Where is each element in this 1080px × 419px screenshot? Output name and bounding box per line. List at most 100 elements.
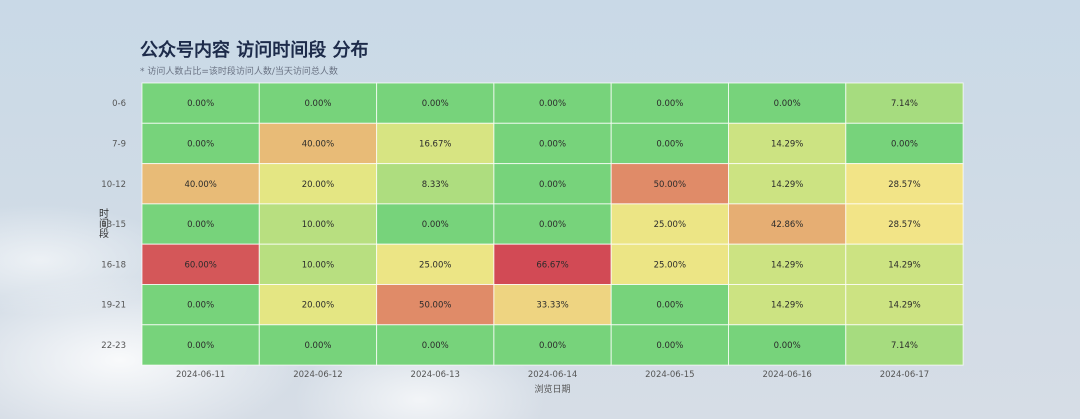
cell-label: 14.29%: [888, 301, 920, 311]
heatmap-cell[interactable]: [493, 324, 612, 366]
cell-label: 0.00%: [539, 220, 566, 230]
cell-label: 0.00%: [539, 99, 566, 109]
heatmap-cell[interactable]: [493, 82, 612, 124]
heatmap-cell[interactable]: [258, 284, 378, 326]
cell-label: 14.29%: [888, 260, 920, 270]
x-tick-label: 2024-06-11: [176, 370, 225, 380]
heatmap-cell[interactable]: [493, 284, 612, 326]
y-tick-label: 19-21: [101, 301, 126, 311]
heatmap-cell[interactable]: [141, 203, 260, 245]
cell-label: 0.00%: [539, 139, 566, 149]
y-tick-label: 10-12: [101, 180, 126, 190]
heatmap-cell[interactable]: [376, 203, 495, 245]
heatmap-cell[interactable]: [610, 203, 730, 245]
cell-label: 14.29%: [771, 301, 803, 311]
cell-label: 14.29%: [771, 260, 803, 270]
heatmap-cell[interactable]: [493, 122, 612, 165]
cell-label: 0.00%: [656, 99, 683, 109]
heatmap-cell[interactable]: [258, 324, 378, 366]
cell-label: 10.00%: [302, 260, 334, 270]
heatmap-cell[interactable]: [728, 82, 847, 124]
y-tick-label: 22-23: [101, 341, 126, 351]
heatmap-cell[interactable]: [845, 284, 964, 326]
y-tick-label: 0-6: [112, 99, 126, 109]
y-axis-label: 时间段: [99, 209, 109, 240]
chart-title: 公众号内容 访问时间段 分布: [140, 40, 369, 61]
heatmap-cell[interactable]: [845, 163, 964, 205]
cell-label: 33.33%: [536, 301, 568, 311]
heatmap-cell[interactable]: [728, 163, 847, 205]
x-tick-label: 2024-06-16: [762, 370, 811, 380]
cell-label: 0.00%: [774, 341, 801, 351]
cell-label: 0.00%: [891, 139, 918, 149]
heatmap-cell[interactable]: [258, 122, 378, 165]
x-tick-label: 2024-06-13: [411, 370, 460, 380]
cell-label: 25.00%: [654, 220, 686, 230]
heatmap-cell[interactable]: [845, 243, 964, 285]
cell-label: 50.00%: [419, 301, 451, 311]
cell-label: 0.00%: [187, 99, 214, 109]
cell-label: 28.57%: [888, 220, 920, 230]
cell-label: 20.00%: [302, 180, 334, 190]
heatmap-cell[interactable]: [845, 203, 964, 245]
cell-label: 14.29%: [771, 180, 803, 190]
cell-label: 7.14%: [891, 99, 918, 109]
cell-label: 60.00%: [184, 260, 216, 270]
x-tick-label: 2024-06-14: [528, 370, 577, 380]
cell-label: 0.00%: [656, 301, 683, 311]
cell-label: 66.67%: [536, 260, 568, 270]
y-tick-label: 7-9: [112, 139, 126, 149]
heatmap-cell[interactable]: [610, 284, 730, 326]
chart-subtitle: * 访问人数占比=该时段访问人数/当天访问总人数: [140, 67, 338, 77]
cell-label: 0.00%: [187, 220, 214, 230]
cell-label: 40.00%: [302, 139, 334, 149]
heatmap-cell[interactable]: [376, 82, 495, 124]
cell-label: 42.86%: [771, 220, 803, 230]
x-tick-label: 2024-06-17: [880, 370, 929, 380]
cell-label: 0.00%: [422, 99, 449, 109]
cell-label: 0.00%: [774, 99, 801, 109]
cell-label: 14.29%: [771, 139, 803, 149]
cell-label: 0.00%: [422, 220, 449, 230]
cell-label: 25.00%: [419, 260, 451, 270]
heatmap-cell[interactable]: [610, 82, 730, 124]
heatmap-cell[interactable]: [728, 243, 847, 285]
x-axis-label: 浏览日期: [534, 385, 571, 395]
cell-label: 0.00%: [539, 341, 566, 351]
cell-label: 8.33%: [422, 180, 449, 190]
cell-label: 10.00%: [302, 220, 334, 230]
cell-label: 0.00%: [656, 139, 683, 149]
x-tick-label: 2024-06-15: [645, 370, 694, 380]
x-tick-label: 2024-06-12: [293, 370, 342, 380]
cell-label: 0.00%: [187, 301, 214, 311]
heatmap-cell[interactable]: [141, 82, 260, 124]
heatmap-cell[interactable]: [610, 122, 730, 165]
heatmap-cell[interactable]: [376, 284, 495, 326]
heatmap-cell[interactable]: [141, 324, 260, 366]
cell-label: 40.00%: [184, 180, 216, 190]
y-tick-label: 13-15: [101, 220, 126, 230]
cell-label: 16.67%: [419, 139, 451, 149]
cell-label: 25.00%: [654, 260, 686, 270]
heatmap-cell[interactable]: [141, 243, 260, 285]
heatmap-cell[interactable]: [845, 324, 964, 366]
cell-label: 7.14%: [891, 341, 918, 351]
cell-label: 50.00%: [654, 180, 686, 190]
cell-label: 20.00%: [302, 301, 334, 311]
cell-label: 0.00%: [304, 99, 331, 109]
cell-label: 0.00%: [187, 341, 214, 351]
heatmap-cell[interactable]: [610, 163, 730, 205]
heatmap-cell[interactable]: [493, 163, 612, 205]
cell-label: 0.00%: [656, 341, 683, 351]
cell-label: 28.57%: [888, 180, 920, 190]
heatmap-cell[interactable]: [845, 122, 964, 165]
cell-label: 0.00%: [304, 341, 331, 351]
heatmap-cell[interactable]: [610, 324, 730, 366]
y-tick-label: 16-18: [101, 260, 126, 270]
heatmap-cell[interactable]: [728, 324, 847, 366]
cell-label: 0.00%: [422, 341, 449, 351]
heatmap-cell[interactable]: [728, 122, 847, 165]
heatmap-cell[interactable]: [376, 243, 495, 285]
